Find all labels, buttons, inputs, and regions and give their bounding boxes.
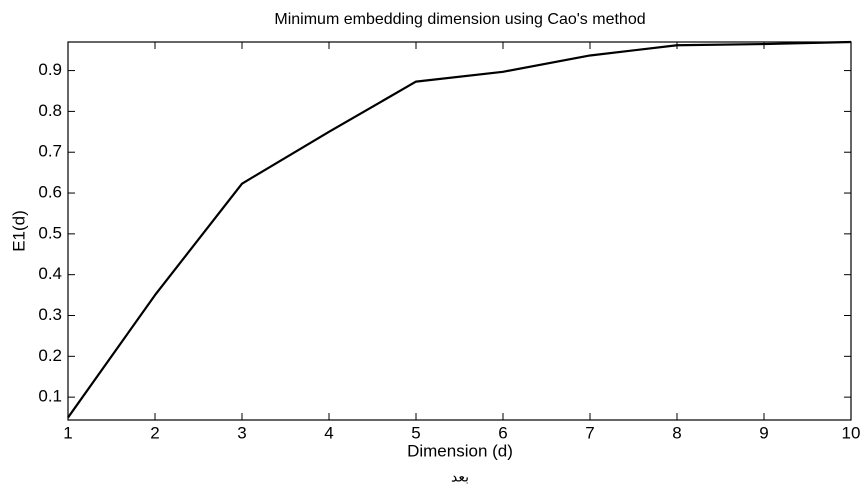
x-tick-label: 5: [411, 423, 420, 442]
y-tick-label: 0.6: [38, 183, 62, 202]
x-axis-label: Dimension (d): [407, 441, 513, 460]
annotation: بعد: [451, 469, 469, 485]
x-tick-label: 3: [237, 423, 246, 442]
y-tick-label: 0.8: [38, 101, 62, 120]
y-tick-label: 0.1: [38, 387, 62, 406]
x-tick-label: 4: [324, 423, 333, 442]
x-tick-label: 10: [842, 423, 861, 442]
y-tick-label: 0.3: [38, 305, 62, 324]
plot-box: [67, 41, 852, 421]
x-tick-label: 2: [150, 423, 159, 442]
y-axis-label: E1(d): [9, 210, 28, 252]
y-tick-label: 0.7: [38, 142, 62, 161]
y-tick-label: 0.4: [38, 264, 62, 283]
x-tick-label: 1: [63, 423, 72, 442]
x-tick-label: 7: [585, 423, 594, 442]
x-tick-label: 8: [672, 423, 681, 442]
x-tick-label: 9: [759, 423, 768, 442]
y-tick-label: 0.9: [38, 60, 62, 79]
chart-title: Minimum embedding dimension using Cao's …: [274, 11, 645, 28]
line: [67, 40, 852, 419]
y-tick-label: 0.5: [38, 223, 62, 242]
x-tick-label: 6: [498, 423, 507, 442]
y-tick-label: 0.2: [38, 346, 62, 365]
